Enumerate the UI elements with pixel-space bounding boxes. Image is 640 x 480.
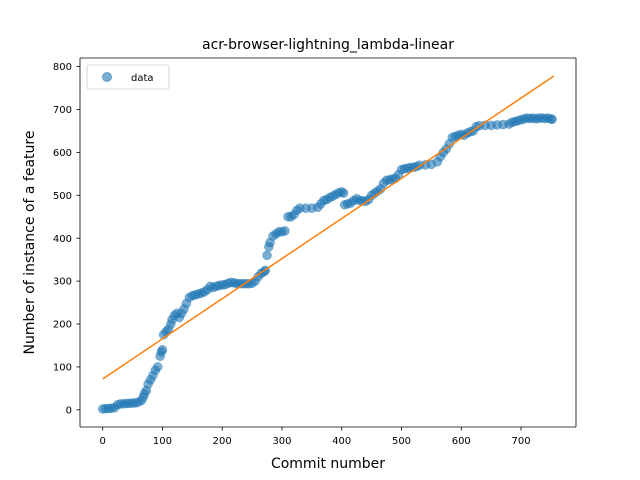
data-point [280, 226, 290, 236]
legend-box [86, 64, 170, 90]
y-tick-label: 100 [53, 363, 72, 374]
y-ticks: 0 100 200 300 400 500 600 700 800 [53, 62, 80, 416]
y-axis-label: Number of instance of a feature [22, 131, 38, 355]
x-tick-label: 600 [452, 436, 471, 447]
y-tick-label: 0 [66, 405, 72, 416]
x-tick-label: 500 [392, 436, 411, 447]
y-tick-label: 400 [53, 234, 72, 245]
x-tick-label: 400 [332, 436, 351, 447]
chart-title: acr-browser-lightning_lambda-linear [202, 37, 454, 53]
fit-line [102, 75, 555, 380]
x-tick-label: 200 [213, 436, 232, 447]
data-point [262, 250, 272, 261]
data-point [152, 362, 163, 372]
y-tick-label: 300 [53, 277, 72, 288]
legend-marker [102, 72, 112, 82]
data-point [157, 345, 168, 355]
x-tick-label: 100 [153, 436, 172, 447]
data-point [547, 114, 557, 125]
x-tick-label: 300 [272, 436, 291, 447]
legend: data [86, 64, 170, 90]
data-point [338, 188, 349, 198]
y-tick-label: 500 [53, 191, 72, 202]
y-tick-label: 800 [53, 62, 72, 73]
series-layer [97, 75, 557, 414]
x-ticks: 0 100 200 300 400 500 600 700 [100, 427, 531, 447]
y-tick-label: 600 [53, 148, 72, 159]
y-tick-label: 700 [53, 105, 72, 116]
plot-area [80, 58, 576, 427]
y-tick-label: 200 [53, 320, 72, 331]
x-axis-label: Commit number [271, 456, 385, 472]
x-tick-label: 0 [100, 436, 106, 447]
x-tick-label: 700 [511, 436, 530, 447]
legend-label: data [131, 73, 154, 84]
